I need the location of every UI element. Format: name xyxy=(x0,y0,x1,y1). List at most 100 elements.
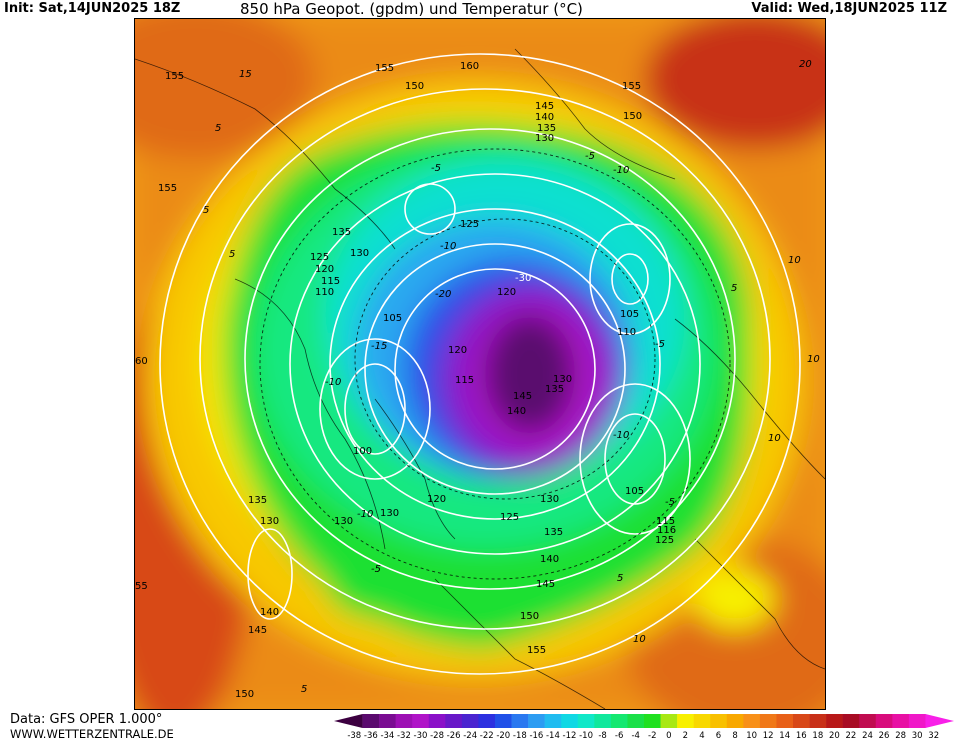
geopot-label: 130 xyxy=(553,374,572,385)
colorbar-swatch xyxy=(925,714,954,728)
temperature-colorbar: -38 -36 -34 -32 -30 -28 -26 -24 -22 -20 -18 -16 -14-… xyxy=(334,714,954,740)
colorbar-tick-label: 26 xyxy=(879,731,890,740)
colorbar-swatch xyxy=(428,714,446,728)
geopot-label: 155 xyxy=(165,71,184,82)
colorbar-swatch xyxy=(561,714,579,728)
temp-label: 5 xyxy=(229,249,235,260)
temp-label: 5 xyxy=(203,205,209,216)
contour-labels: 155 155 150 160 155 150 145 140 135 130 … xyxy=(135,59,820,700)
colorbar-swatch xyxy=(710,714,728,728)
colorbar-tick-label: 4 xyxy=(699,731,704,740)
temp-label: -5 xyxy=(655,339,665,350)
temp-label: -30 xyxy=(515,273,531,284)
geopot-label: 155 xyxy=(158,183,177,194)
colorbar-tick-label: -10 xyxy=(579,731,593,740)
colorbar-swatch xyxy=(495,714,512,728)
geopot-label: 55 xyxy=(135,581,148,592)
colorbar-tick-label: 12 xyxy=(763,731,774,740)
map-title: 850 hPa Geopot. (gpdm) und Temperatur (°… xyxy=(240,0,583,18)
colorbar-tick-label: 28 xyxy=(895,731,906,740)
geopot-label: 150 xyxy=(235,689,254,700)
colorbar-swatch xyxy=(461,714,479,728)
colorbar-swatch xyxy=(759,714,777,728)
temp-label: 5 xyxy=(617,573,623,584)
colorbar-tick-label: -24 xyxy=(463,731,477,740)
geopot-label: 125 xyxy=(460,219,479,230)
init-time: Init: Sat,14JUN2025 18Z xyxy=(4,1,181,16)
colorbar-swatch xyxy=(726,714,744,728)
temp-label: -10 xyxy=(440,241,456,252)
colorbar-swatch xyxy=(826,714,843,728)
map-canvas: 155 155 150 160 155 150 145 140 135 130 … xyxy=(135,19,825,709)
colorbar-tick-label: -2 xyxy=(648,731,656,740)
geopot-label: 135 xyxy=(545,384,564,395)
colorbar-tick-label: -22 xyxy=(480,731,494,740)
colorbar-tick-label: 14 xyxy=(779,731,790,740)
geopot-label: 120 xyxy=(427,494,446,505)
geopot-label: 130 xyxy=(260,516,279,527)
geopot-label: 125 xyxy=(655,535,674,546)
temp-label: 15 xyxy=(239,69,252,80)
colorbar-swatch xyxy=(776,714,794,728)
colorbar-swatch xyxy=(809,714,827,728)
colorbar-tick-label: -18 xyxy=(513,731,527,740)
colorbar-swatch xyxy=(544,714,562,728)
colorbar-swatch xyxy=(892,714,910,728)
colorbar-swatch xyxy=(528,714,545,728)
temp-label: 10 xyxy=(807,354,820,365)
colorbar-tick-label: -12 xyxy=(563,731,577,740)
geopot-label: 155 xyxy=(375,63,394,74)
temp-label: -10 xyxy=(357,509,373,520)
temp-label: 10 xyxy=(768,433,781,444)
temp-label: -10 xyxy=(613,165,629,176)
colorbar-swatch xyxy=(334,714,363,728)
temp-label: -5 xyxy=(431,163,441,174)
colorbar-tick-label: -30 xyxy=(414,731,428,740)
data-source: Data: GFS OPER 1.000° xyxy=(10,712,163,727)
geopot-label: 115 xyxy=(321,276,340,287)
colorbar-tick-label: 16 xyxy=(796,731,807,740)
colorbar-swatch xyxy=(577,714,595,728)
temp-label: 5 xyxy=(215,123,221,134)
geopot-label: 160 xyxy=(460,61,479,72)
colorbar-tick-label: -36 xyxy=(364,731,378,740)
geopot-label: 135 xyxy=(537,123,556,134)
geopot-label: 105 xyxy=(383,313,402,324)
colorbar-tick-label: -32 xyxy=(397,731,411,740)
colorbar-tick-label: 32 xyxy=(928,731,939,740)
geopot-label: 150 xyxy=(520,611,539,622)
geopot-label: 120 xyxy=(315,264,334,275)
colorbar-tick-label: 18 xyxy=(812,731,823,740)
geopot-label: 135 xyxy=(544,527,563,538)
colorbar-tick-label: 24 xyxy=(862,731,873,740)
colorbar-swatch xyxy=(610,714,628,728)
colorbar-tick-label: -14 xyxy=(546,731,560,740)
colorbar-tick-label: 0 xyxy=(666,731,671,740)
geopot-label: 140 xyxy=(535,112,554,123)
geopot-label: 145 xyxy=(513,391,532,402)
geopot-label: 105 xyxy=(620,309,639,320)
colorbar-swatch xyxy=(478,714,496,728)
temp-label: -15 xyxy=(371,341,387,352)
temp-label: -20 xyxy=(435,289,451,300)
colorbar-swatch xyxy=(395,714,413,728)
colorbar-tick-label: -4 xyxy=(631,731,639,740)
colorbar-swatch xyxy=(842,714,860,728)
geopot-label: 120 xyxy=(497,287,516,298)
geopot-label: 145 xyxy=(535,101,554,112)
temp-label: -5 xyxy=(371,564,381,575)
colorbar-tick-label: 30 xyxy=(912,731,923,740)
geopot-label: 110 xyxy=(315,287,334,298)
colorbar-swatch xyxy=(677,714,694,728)
geopot-label: 60 xyxy=(135,356,148,367)
geopot-label: 130 xyxy=(334,516,353,527)
temp-label: 5 xyxy=(301,684,307,695)
colorbar-swatch xyxy=(362,714,380,728)
colorbar-tick-label: 2 xyxy=(683,731,688,740)
temp-label: -10 xyxy=(325,377,341,388)
geopot-label: 135 xyxy=(248,495,267,506)
geopot-label: 120 xyxy=(448,345,467,356)
geopot-label: 140 xyxy=(260,607,279,618)
colorbar-tick-label: -34 xyxy=(380,731,394,740)
colorbar-swatch xyxy=(627,714,645,728)
